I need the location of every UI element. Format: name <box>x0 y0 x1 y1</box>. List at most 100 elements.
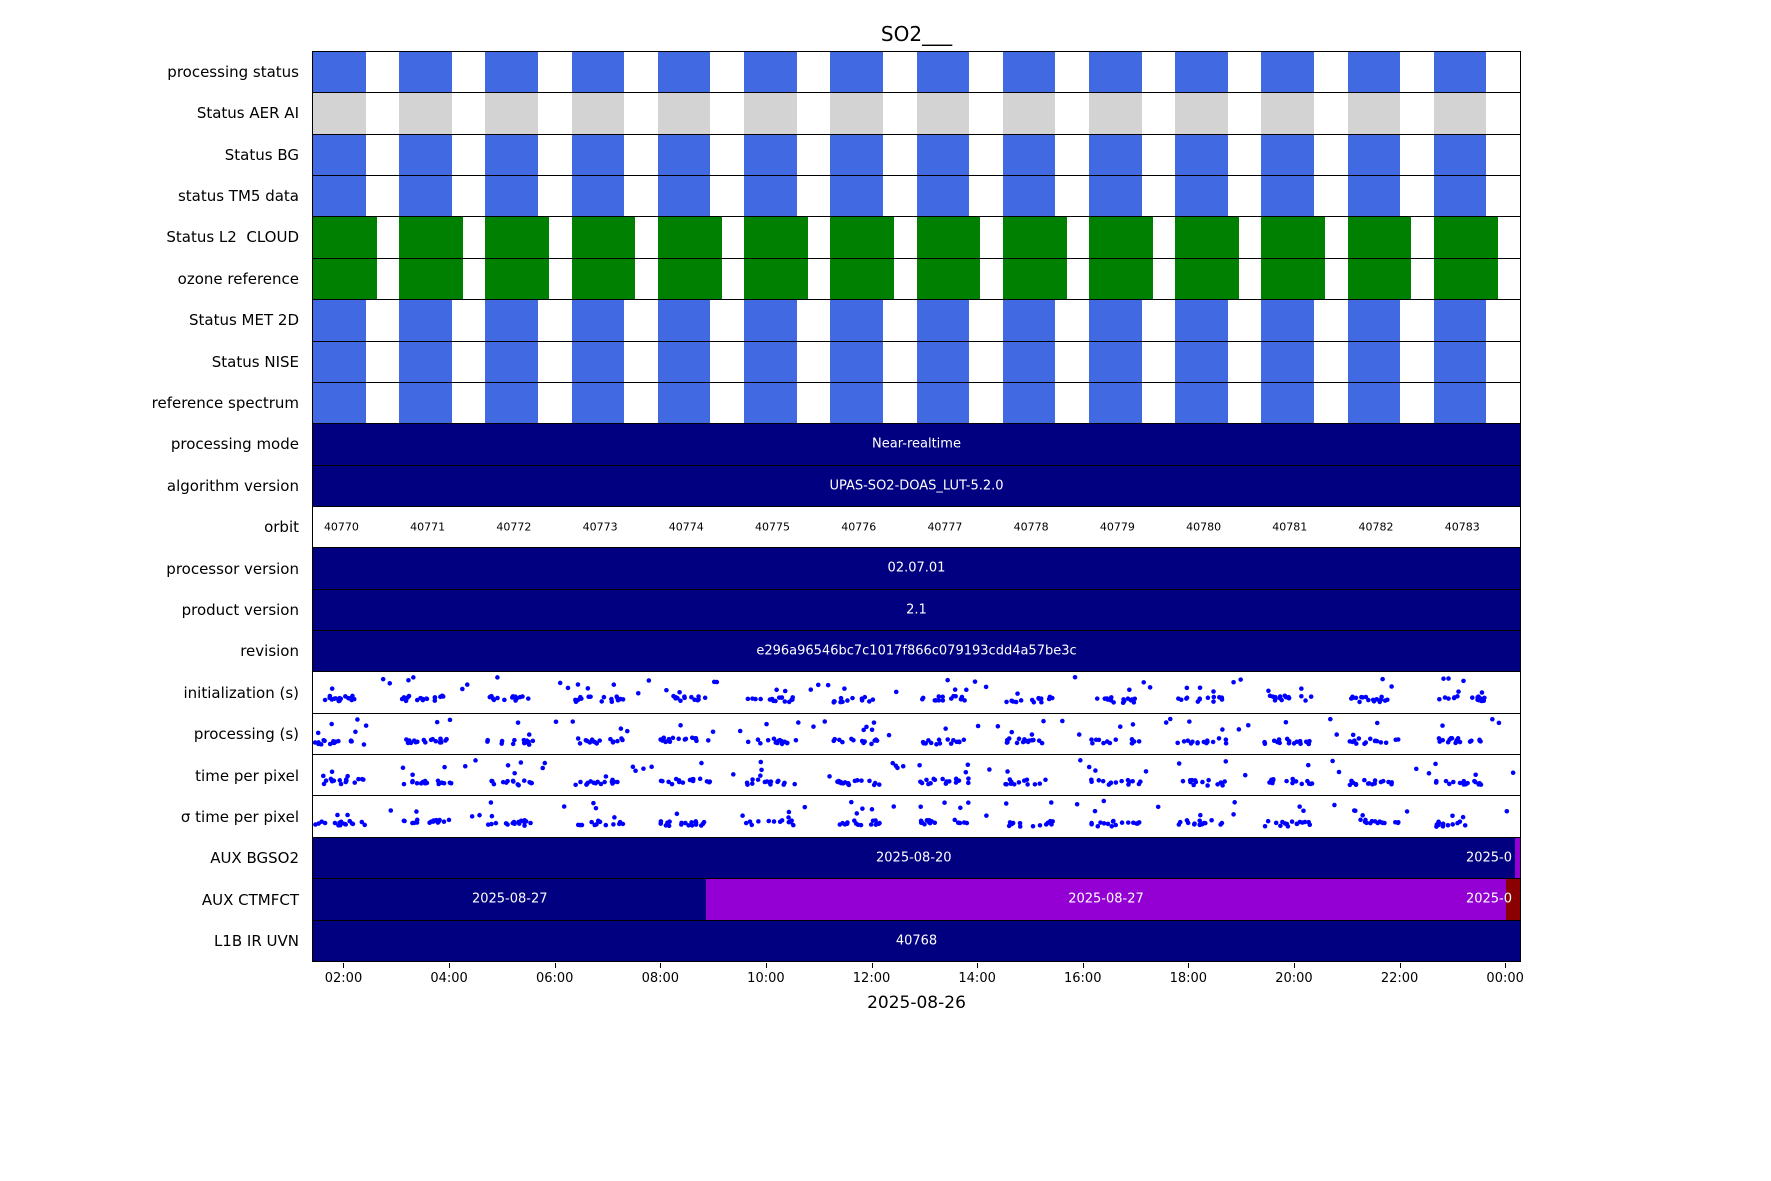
row-20-aux-ctmfct: 2025-08-27 2025-08-27 2025-0 <box>313 879 1520 921</box>
status-block <box>571 134 625 176</box>
status-block <box>1088 93 1142 134</box>
row-label-time-per-pixel: σ time per pixel <box>180 808 299 827</box>
row-7-status-nise <box>313 341 1520 383</box>
status-block <box>1433 382 1487 424</box>
segment-label: 2025-08-27 <box>1068 891 1144 907</box>
status-block <box>571 93 625 134</box>
status-block <box>1175 134 1228 176</box>
x-tick-mark <box>1505 963 1507 968</box>
status-block <box>1002 341 1056 382</box>
x-tick-label: 12:00 <box>852 971 891 986</box>
x-tick-mark <box>1293 963 1295 968</box>
status-block <box>830 217 895 258</box>
row-label-initialization-s: initialization (s) <box>183 683 299 702</box>
status-block <box>744 382 797 424</box>
status-block <box>916 52 970 93</box>
bar-value: 40768 <box>895 933 938 949</box>
status-block <box>744 93 797 134</box>
status-block <box>1175 258 1239 300</box>
x-tick-mark <box>449 963 451 968</box>
status-block <box>399 341 452 382</box>
row-13-product-version: 2.1 <box>313 589 1520 632</box>
status-block <box>313 217 377 258</box>
status-block <box>1347 93 1401 134</box>
row-6-status-met-2d <box>313 300 1520 342</box>
status-block <box>1175 300 1228 341</box>
status-block <box>1002 258 1067 300</box>
status-block <box>657 382 711 424</box>
status-block <box>1433 217 1498 258</box>
status-block <box>485 258 550 300</box>
status-block <box>744 217 808 258</box>
row-1-status-aer-ai <box>313 93 1520 135</box>
status-block <box>657 93 711 134</box>
x-tick-label: 20:00 <box>1275 971 1313 986</box>
row-15-initialization-s <box>313 672 1520 714</box>
status-block <box>1347 300 1401 341</box>
x-tick-mark <box>660 963 662 968</box>
status-block <box>313 93 366 134</box>
row-label-status-tm5-data: status TM5 data <box>177 186 299 205</box>
x-tick-label: 14:00 <box>958 971 996 986</box>
status-block <box>916 93 970 134</box>
status-block <box>744 341 797 382</box>
orbit-number: 40771 <box>410 520 446 534</box>
status-block <box>916 300 970 341</box>
time-segment <box>706 879 1506 920</box>
row-18-time-per-pixel <box>313 796 1520 838</box>
status-block <box>1088 258 1153 300</box>
status-block <box>1261 341 1314 382</box>
orbit-number: 40783 <box>1444 520 1480 534</box>
orbit-number: 40776 <box>841 520 877 534</box>
status-block <box>571 300 625 341</box>
status-block <box>399 93 452 134</box>
orbit-number: 40782 <box>1358 520 1394 534</box>
status-block <box>313 341 366 382</box>
status-block <box>1261 258 1326 300</box>
x-axis-label: 2025-08-26 <box>867 993 966 1013</box>
scatter-points <box>320 758 1516 788</box>
status-block <box>1433 52 1487 93</box>
status-block <box>1175 52 1228 93</box>
x-tick-label: 22:00 <box>1380 971 1419 986</box>
x-tick-mark <box>1399 963 1401 968</box>
status-block <box>485 52 538 93</box>
status-block <box>313 258 377 300</box>
orbit-number: 40777 <box>927 520 963 534</box>
status-block <box>916 258 981 300</box>
x-tick-label: 16:00 <box>1064 971 1102 986</box>
x-tick-mark <box>1188 963 1190 968</box>
row-label-reference-spectrum: reference spectrum <box>151 393 299 412</box>
time-segment <box>313 879 707 920</box>
status-block <box>1175 93 1228 134</box>
status-block <box>313 382 366 424</box>
status-block <box>485 382 538 424</box>
bar-value: Near-realtime <box>872 436 961 452</box>
time-segment <box>1514 837 1520 879</box>
row-3-status-tm5-data <box>313 176 1520 218</box>
x-tick-label: 00:00 <box>1486 971 1524 986</box>
row-0-processing-status <box>313 52 1520 94</box>
status-block <box>399 52 452 93</box>
status-block <box>1347 217 1412 258</box>
row-8-reference-spectrum <box>313 382 1520 425</box>
status-block <box>1347 258 1412 300</box>
x-tick-label: 18:00 <box>1169 971 1208 986</box>
segment-label: 2025-08-20 <box>876 850 952 866</box>
row-14-revision: e296a96546bc7c1017f866c079193cdd4a57be3c <box>313 631 1520 673</box>
x-tick-label: 02:00 <box>324 971 363 986</box>
row-4-status-l2-cloud <box>313 217 1520 259</box>
row-label-time-per-pixel: time per pixel <box>195 766 299 785</box>
row-label-ozone-reference: ozone reference <box>177 269 299 288</box>
status-block <box>571 176 625 217</box>
row-9-processing-mode: Near-realtime <box>313 424 1520 466</box>
status-block <box>916 382 970 424</box>
status-block <box>485 134 538 176</box>
plot-area: Near-realtime UPAS-SO2-DOAS_LUT-5.2.0 4077… <box>312 51 1521 962</box>
row-label-status-aer-ai: Status AER AI <box>196 104 299 123</box>
status-block <box>1088 341 1142 382</box>
status-block <box>1433 134 1487 176</box>
status-block <box>1261 134 1314 176</box>
segment-label: 2025-08-27 <box>471 891 548 907</box>
status-block <box>830 258 895 300</box>
